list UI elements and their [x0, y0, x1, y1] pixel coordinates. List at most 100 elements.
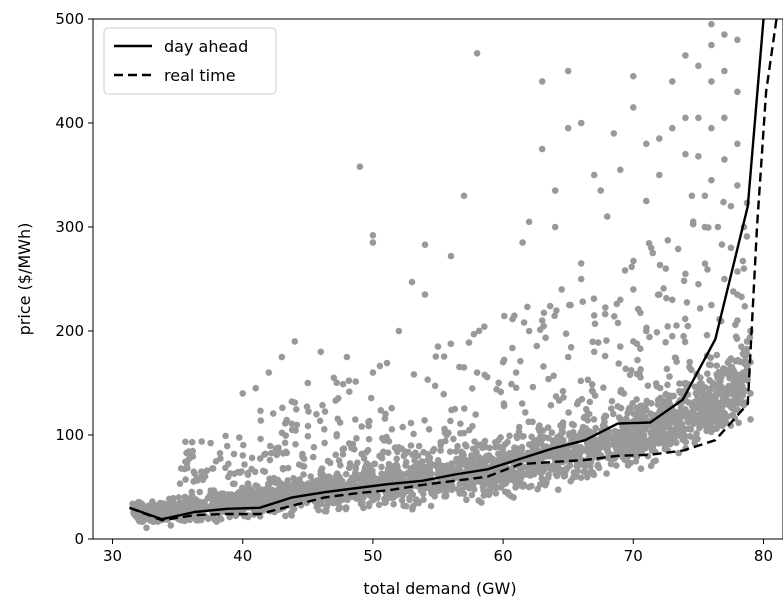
scatter-point	[652, 380, 660, 387]
scatter-point	[735, 400, 742, 407]
scatter-point	[238, 468, 245, 475]
scatter-point	[471, 438, 478, 445]
scatter-point	[734, 182, 741, 189]
scatter-point	[377, 407, 385, 414]
scatter-point	[282, 512, 289, 520]
scatter-point	[625, 448, 632, 456]
scatter-point	[513, 434, 521, 442]
scatter-point	[540, 443, 548, 451]
scatter-point	[409, 491, 417, 498]
scatter-point	[461, 441, 469, 449]
scatter-point	[622, 441, 629, 449]
scatter-point	[257, 435, 264, 443]
scatter-point	[672, 354, 680, 362]
scatter-point	[378, 463, 385, 471]
scatter-point	[601, 418, 608, 426]
scatter-point	[447, 340, 455, 348]
scatter-point	[705, 361, 713, 368]
scatter-point	[222, 432, 229, 440]
scatter-point	[635, 409, 643, 417]
scatter-point	[354, 459, 361, 467]
scatter-point	[601, 352, 609, 360]
scatter-point	[637, 366, 644, 373]
scatter-point	[473, 369, 481, 376]
y-tick-label: 500	[55, 10, 84, 28]
scatter-point	[390, 500, 397, 508]
scatter-point	[597, 187, 604, 194]
scatter-point	[535, 464, 543, 472]
scatter-point	[272, 479, 280, 487]
scatter-point	[458, 486, 466, 494]
scatter-point	[402, 458, 410, 466]
scatter-point	[525, 218, 533, 226]
scatter-point	[711, 394, 719, 402]
scatter-point	[637, 424, 645, 432]
scatter-point	[699, 395, 706, 403]
scatter-point	[407, 442, 415, 449]
scatter-point	[679, 436, 686, 444]
scatter-point	[437, 447, 444, 454]
scatter-point	[501, 312, 508, 320]
scatter-point	[595, 446, 602, 453]
scatter-point	[727, 355, 735, 362]
scatter-point	[649, 249, 657, 257]
scatter-point	[290, 474, 297, 482]
legend-label-real-time: real time	[164, 66, 236, 85]
scatter-point	[688, 192, 696, 200]
series-lines	[129, 19, 778, 522]
scatter-point	[461, 405, 468, 412]
scatter-point	[554, 434, 561, 441]
scatter-point	[632, 458, 640, 465]
scatter-point	[411, 457, 418, 464]
scatter-point	[189, 447, 196, 455]
scatter-point	[395, 327, 403, 335]
scatter-point	[718, 241, 726, 248]
scatter-point	[520, 433, 527, 440]
scatter-point	[380, 437, 388, 444]
scatter-point	[167, 522, 175, 529]
scatter-point	[481, 323, 488, 331]
scatter-point	[739, 377, 747, 384]
scatter-point	[447, 461, 455, 468]
scatter-point	[275, 485, 283, 492]
scatter-point	[538, 145, 546, 153]
scatter-point	[321, 408, 329, 415]
scatter-point	[318, 470, 326, 477]
scatter-point	[384, 449, 392, 457]
scatter-point	[603, 443, 610, 451]
scatter-point	[529, 383, 537, 391]
scatter-point	[643, 140, 650, 148]
scatter-point	[617, 343, 624, 350]
scatter-point	[660, 285, 667, 292]
scatter-point	[432, 487, 439, 494]
scatter-point	[695, 114, 702, 122]
scatter-point	[735, 371, 743, 379]
scatter-point	[584, 449, 592, 456]
scatter-point	[242, 490, 250, 498]
scatter-point	[519, 483, 527, 490]
scatter-point	[481, 371, 489, 379]
scatter-point	[547, 402, 555, 409]
scatter-point	[432, 353, 440, 360]
scatter-point	[418, 461, 426, 469]
scatter-point	[346, 388, 353, 396]
scatter-point	[399, 423, 407, 431]
scatter-point	[712, 400, 720, 408]
scatter-point	[303, 403, 311, 411]
scatter-point	[620, 427, 627, 434]
scatter-point	[198, 472, 205, 479]
scatter-point	[518, 400, 526, 407]
scatter-point	[469, 480, 477, 488]
scatter-point	[307, 473, 315, 480]
scatter-point	[481, 462, 489, 470]
scatter-point	[405, 487, 412, 495]
scatter-point	[304, 432, 312, 440]
scatter-point	[283, 487, 291, 495]
scatter-point	[481, 437, 489, 445]
scatter-point	[439, 470, 447, 477]
scatter-point	[496, 453, 504, 461]
scatter-point	[374, 492, 382, 500]
scatter-point	[704, 266, 711, 273]
scatter-point	[437, 462, 445, 469]
scatter-point	[310, 443, 318, 451]
